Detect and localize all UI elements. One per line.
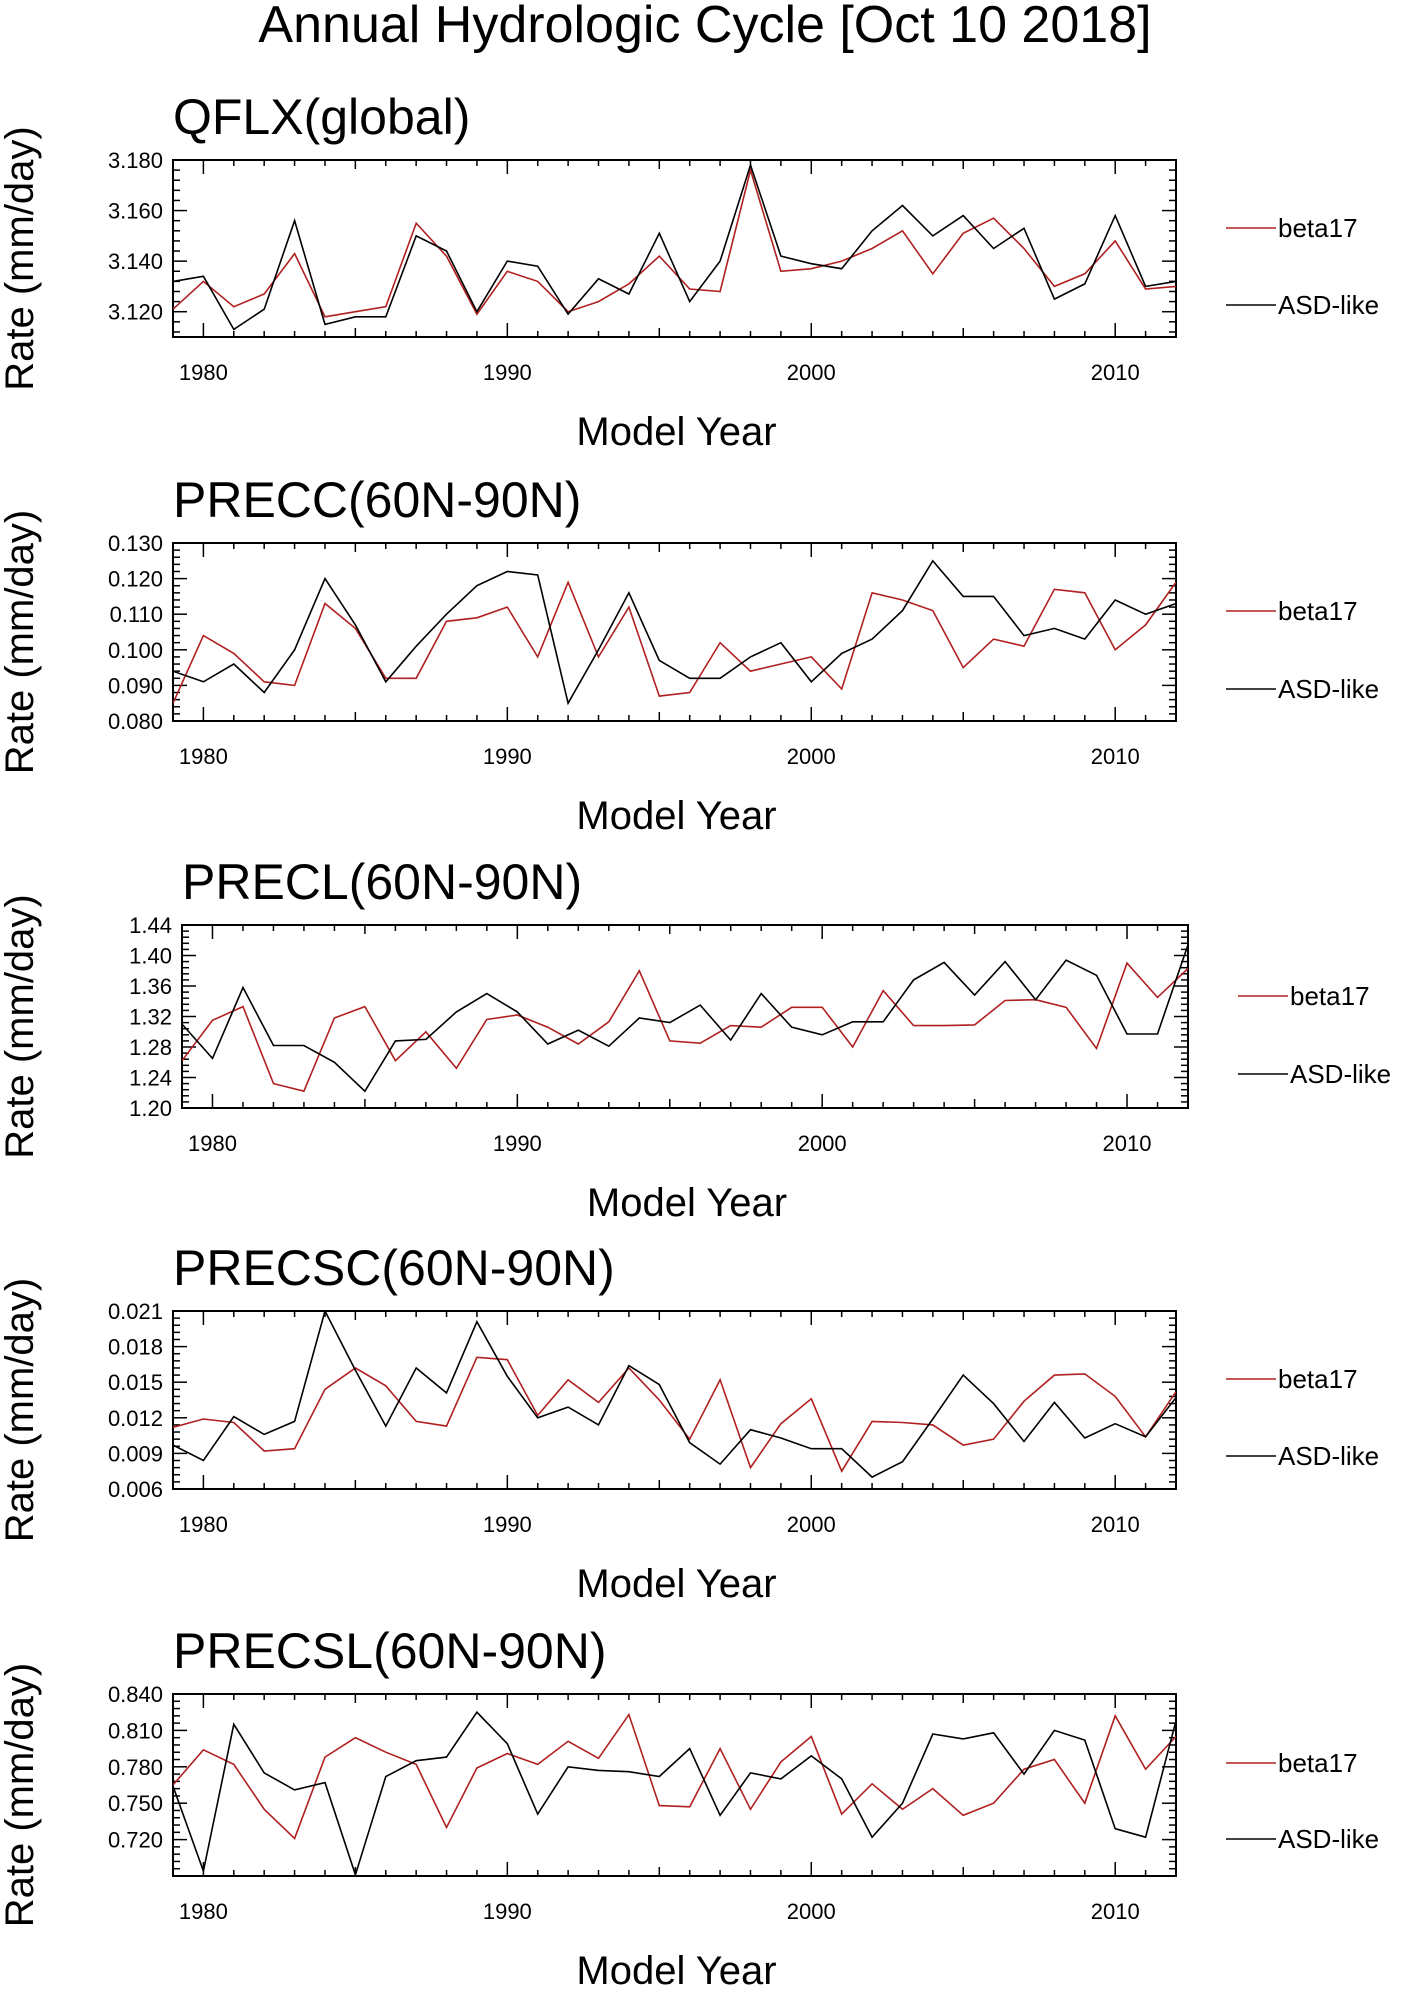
legend-label-beta17: beta17 [1278,596,1358,626]
legend-label-asd-like: ASD-like [1278,1824,1379,1854]
y-tick-label: 0.810 [108,1718,163,1743]
x-tick-label: 1990 [493,1131,542,1156]
y-axis-label: Rate (mm/day) [0,1278,42,1543]
y-tick-label: 0.021 [108,1299,163,1324]
series-line-beta17 [173,580,1176,704]
x-tick-label: 1980 [188,1131,237,1156]
plot-frame [172,1693,1177,1877]
chart-panel-precc-60n-90n: PRECC(60N-90N) 0.080 0.090 0.100 0.110 0.120 0… [0,472,1379,838]
plot-frame [172,542,1177,722]
y-tick-label: 1.44 [129,913,172,938]
x-axis-label: Model Year [587,1181,787,1225]
panel-title: PRECSL(60N-90N) [173,1623,606,1679]
x-tick-label: 2000 [787,744,836,769]
y-tick-label: 0.015 [108,1370,163,1395]
x-tick-label: 1990 [483,744,532,769]
x-tick-label: 2010 [1091,744,1140,769]
y-tick-label: 0.009 [108,1441,163,1466]
x-tick-label: 1980 [179,1899,228,1924]
series-line-beta17 [182,961,1188,1093]
x-tick-label: 2000 [798,1131,847,1156]
y-tick-label: 0.006 [108,1477,163,1502]
y-tick-label: 1.36 [129,974,172,999]
series-line-asd-like [173,1311,1176,1479]
y-tick-label: 1.24 [129,1066,172,1091]
panel-title: PRECC(60N-90N) [173,472,581,528]
y-tick-label: 0.840 [108,1682,163,1707]
y-axis-label: Rate (mm/day) [0,510,42,775]
legend-label-beta17: beta17 [1278,1748,1358,1778]
series-line-asd-like [173,162,1176,331]
y-tick-label: 0.130 [108,531,163,556]
series-line-asd-like [182,944,1188,1093]
y-tick-label: 1.20 [129,1096,172,1121]
y-tick-label: 3.140 [108,249,163,274]
y-tick-label: 0.012 [108,1406,163,1431]
y-tick-label: 0.110 [110,602,163,627]
x-tick-label: 1980 [179,360,228,385]
y-tick-label: 3.120 [108,300,163,325]
x-tick-label: 2010 [1103,1131,1152,1156]
y-tick-label: 0.750 [108,1791,163,1816]
chart-panel-qflx-global: QFLX(global) 3.120 3.140 3.160 3.180 1980 1990… [0,89,1379,454]
x-tick-label: 2010 [1091,1899,1140,1924]
chart-panel-precsc-60n-90n: PRECSC(60N-90N) 0.006 0.009 0.012 0.015 0.018… [0,1240,1379,1606]
x-axis-label: Model Year [576,1949,776,1993]
series-line-asd-like [173,1710,1176,1876]
series-line-asd-like [173,559,1176,706]
x-tick-label: 1980 [179,744,228,769]
x-tick-label: 2000 [787,360,836,385]
panel-title: QFLX(global) [173,89,470,145]
legend-label-asd-like: ASD-like [1278,674,1379,704]
x-tick-label: 2010 [1091,1512,1140,1537]
x-axis-label: Model Year [576,410,776,454]
y-tick-label: 1.28 [129,1035,172,1060]
y-axis-label: Rate (mm/day) [0,1663,42,1928]
y-tick-label: 3.180 [108,148,163,173]
panel-title: PRECSC(60N-90N) [173,1240,615,1296]
x-axis-label: Model Year [576,1562,776,1606]
y-tick-label: 0.780 [108,1755,163,1780]
legend-label-beta17: beta17 [1278,213,1358,243]
legend-label-asd-like: ASD-like [1290,1059,1391,1089]
y-tick-label: 1.32 [129,1005,172,1030]
legend-label-beta17: beta17 [1278,1364,1358,1394]
x-tick-label: 1980 [179,1512,228,1537]
y-tick-label: 0.090 [108,673,163,698]
y-tick-label: 0.720 [108,1828,163,1853]
y-tick-label: 0.018 [108,1335,163,1360]
figure-title: Annual Hydrologic Cycle [Oct 10 2018] [258,0,1151,54]
panel-title: PRECL(60N-90N) [182,854,582,910]
x-tick-label: 2000 [787,1899,836,1924]
y-tick-label: 0.120 [108,567,163,592]
x-tick-label: 1990 [483,1899,532,1924]
plot-frame [181,924,1189,1109]
x-axis-label: Model Year [576,794,776,838]
chart-panel-precl-60n-90n: PRECL(60N-90N) 1.20 1.24 1.28 1.32 1.36 1.40 1.… [0,854,1391,1225]
y-tick-label: 3.160 [108,199,163,224]
y-tick-label: 0.080 [108,709,163,734]
series-line-beta17 [173,1712,1176,1840]
legend-label-beta17: beta17 [1290,981,1370,1011]
x-tick-label: 2000 [787,1512,836,1537]
x-tick-label: 1990 [483,360,532,385]
x-tick-label: 2010 [1091,360,1140,385]
legend-label-asd-like: ASD-like [1278,1441,1379,1471]
y-axis-label: Rate (mm/day) [0,894,42,1159]
x-tick-label: 1990 [483,1512,532,1537]
y-tick-label: 0.100 [108,638,163,663]
y-axis-label: Rate (mm/day) [0,126,42,391]
y-tick-label: 1.40 [129,944,172,969]
series-line-beta17 [173,167,1176,318]
legend-label-asd-like: ASD-like [1278,290,1379,320]
plot-frame [172,159,1177,338]
series-line-beta17 [173,1356,1176,1473]
chart-panel-precsl-60n-90n: PRECSL(60N-90N) 0.720 0.750 0.780 0.810 0.840… [0,1623,1379,1993]
plot-frame [172,1310,1177,1490]
